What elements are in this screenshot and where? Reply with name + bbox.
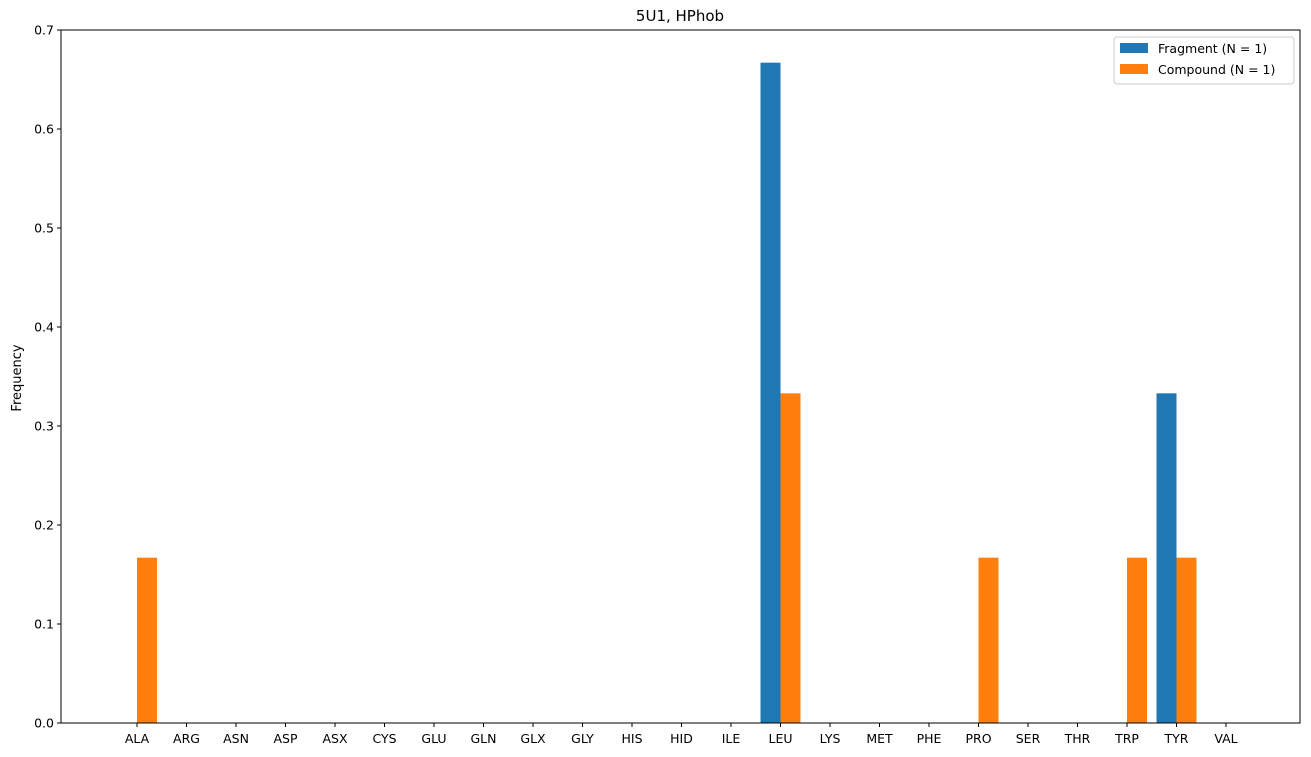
x-tick-label-arg: ARG xyxy=(173,731,200,746)
x-tick-label-leu: LEU xyxy=(768,731,792,746)
x-tick-label-gly: GLY xyxy=(571,731,594,746)
legend-swatch-compound xyxy=(1120,64,1148,74)
y-axis-ticks: 0.0 0.1 0.2 0.3 0.4 0.5 0.6 0.7 xyxy=(34,23,61,731)
bar-fragment-leu xyxy=(760,62,781,724)
bar-compound-trp xyxy=(1127,557,1147,723)
x-tick-label-asx: ASX xyxy=(322,731,347,746)
x-tick-label-trp: TRP xyxy=(1114,731,1139,746)
x-tick-label-his: HIS xyxy=(621,731,642,746)
y-tick-label: 0.2 xyxy=(34,518,54,533)
x-tick-label-glu: GLU xyxy=(421,731,446,746)
y-tick-label: 0.4 xyxy=(34,320,54,335)
chart-title: 5U1, HPhob xyxy=(636,7,724,25)
y-tick-label: 0.1 xyxy=(34,617,54,632)
x-tick-label-ile: ILE xyxy=(722,731,741,746)
y-axis-label: Frequency xyxy=(10,344,25,411)
x-tick-label-phe: PHE xyxy=(917,731,942,746)
bars-group xyxy=(137,62,1197,724)
x-tick-label-hid: HID xyxy=(670,731,693,746)
legend-label-fragment: Fragment (N = 1) xyxy=(1158,41,1267,56)
bar-compound-ala xyxy=(137,557,157,723)
legend-box xyxy=(1113,36,1295,85)
x-tick-label-glx: GLX xyxy=(520,731,546,746)
y-tick-label: 0.0 xyxy=(34,716,54,731)
x-tick-label-val: VAL xyxy=(1214,731,1237,746)
y-tick-label: 0.7 xyxy=(34,23,54,38)
y-tick-label: 0.3 xyxy=(34,419,54,434)
x-tick-label-thr: THR xyxy=(1064,731,1091,746)
bar-fragment-tyr xyxy=(1156,393,1177,723)
x-tick-label-ser: SER xyxy=(1016,731,1041,746)
bar-compound-leu xyxy=(780,393,801,723)
x-tick-label-asp: ASP xyxy=(273,731,297,746)
legend: Fragment (N = 1) Compound (N = 1) xyxy=(1113,36,1295,85)
legend-swatch-fragment xyxy=(1120,43,1148,53)
legend-label-compound: Compound (N = 1) xyxy=(1158,62,1275,77)
y-tick-label: 0.6 xyxy=(34,122,54,137)
x-tick-label-gln: GLN xyxy=(470,731,496,746)
x-tick-label-tyr: TYR xyxy=(1164,731,1189,746)
x-tick-label-met: MET xyxy=(866,731,893,746)
x-tick-label-asn: ASN xyxy=(223,731,249,746)
y-tick-label: 0.5 xyxy=(34,221,54,236)
plot-frame xyxy=(60,29,1301,724)
x-axis-ticks: ALA ARG ASN ASP ASX CYS GLU GLN GLX GLY HIS HID ILE L… xyxy=(125,723,1238,746)
x-tick-label-cys: CYS xyxy=(372,731,396,746)
x-tick-label-ala: ALA xyxy=(125,731,150,746)
bar-compound-pro xyxy=(978,557,999,723)
bar-compound-tyr xyxy=(1176,557,1197,723)
x-tick-label-pro: PRO xyxy=(965,731,991,746)
x-tick-label-lys: LYS xyxy=(820,731,841,746)
